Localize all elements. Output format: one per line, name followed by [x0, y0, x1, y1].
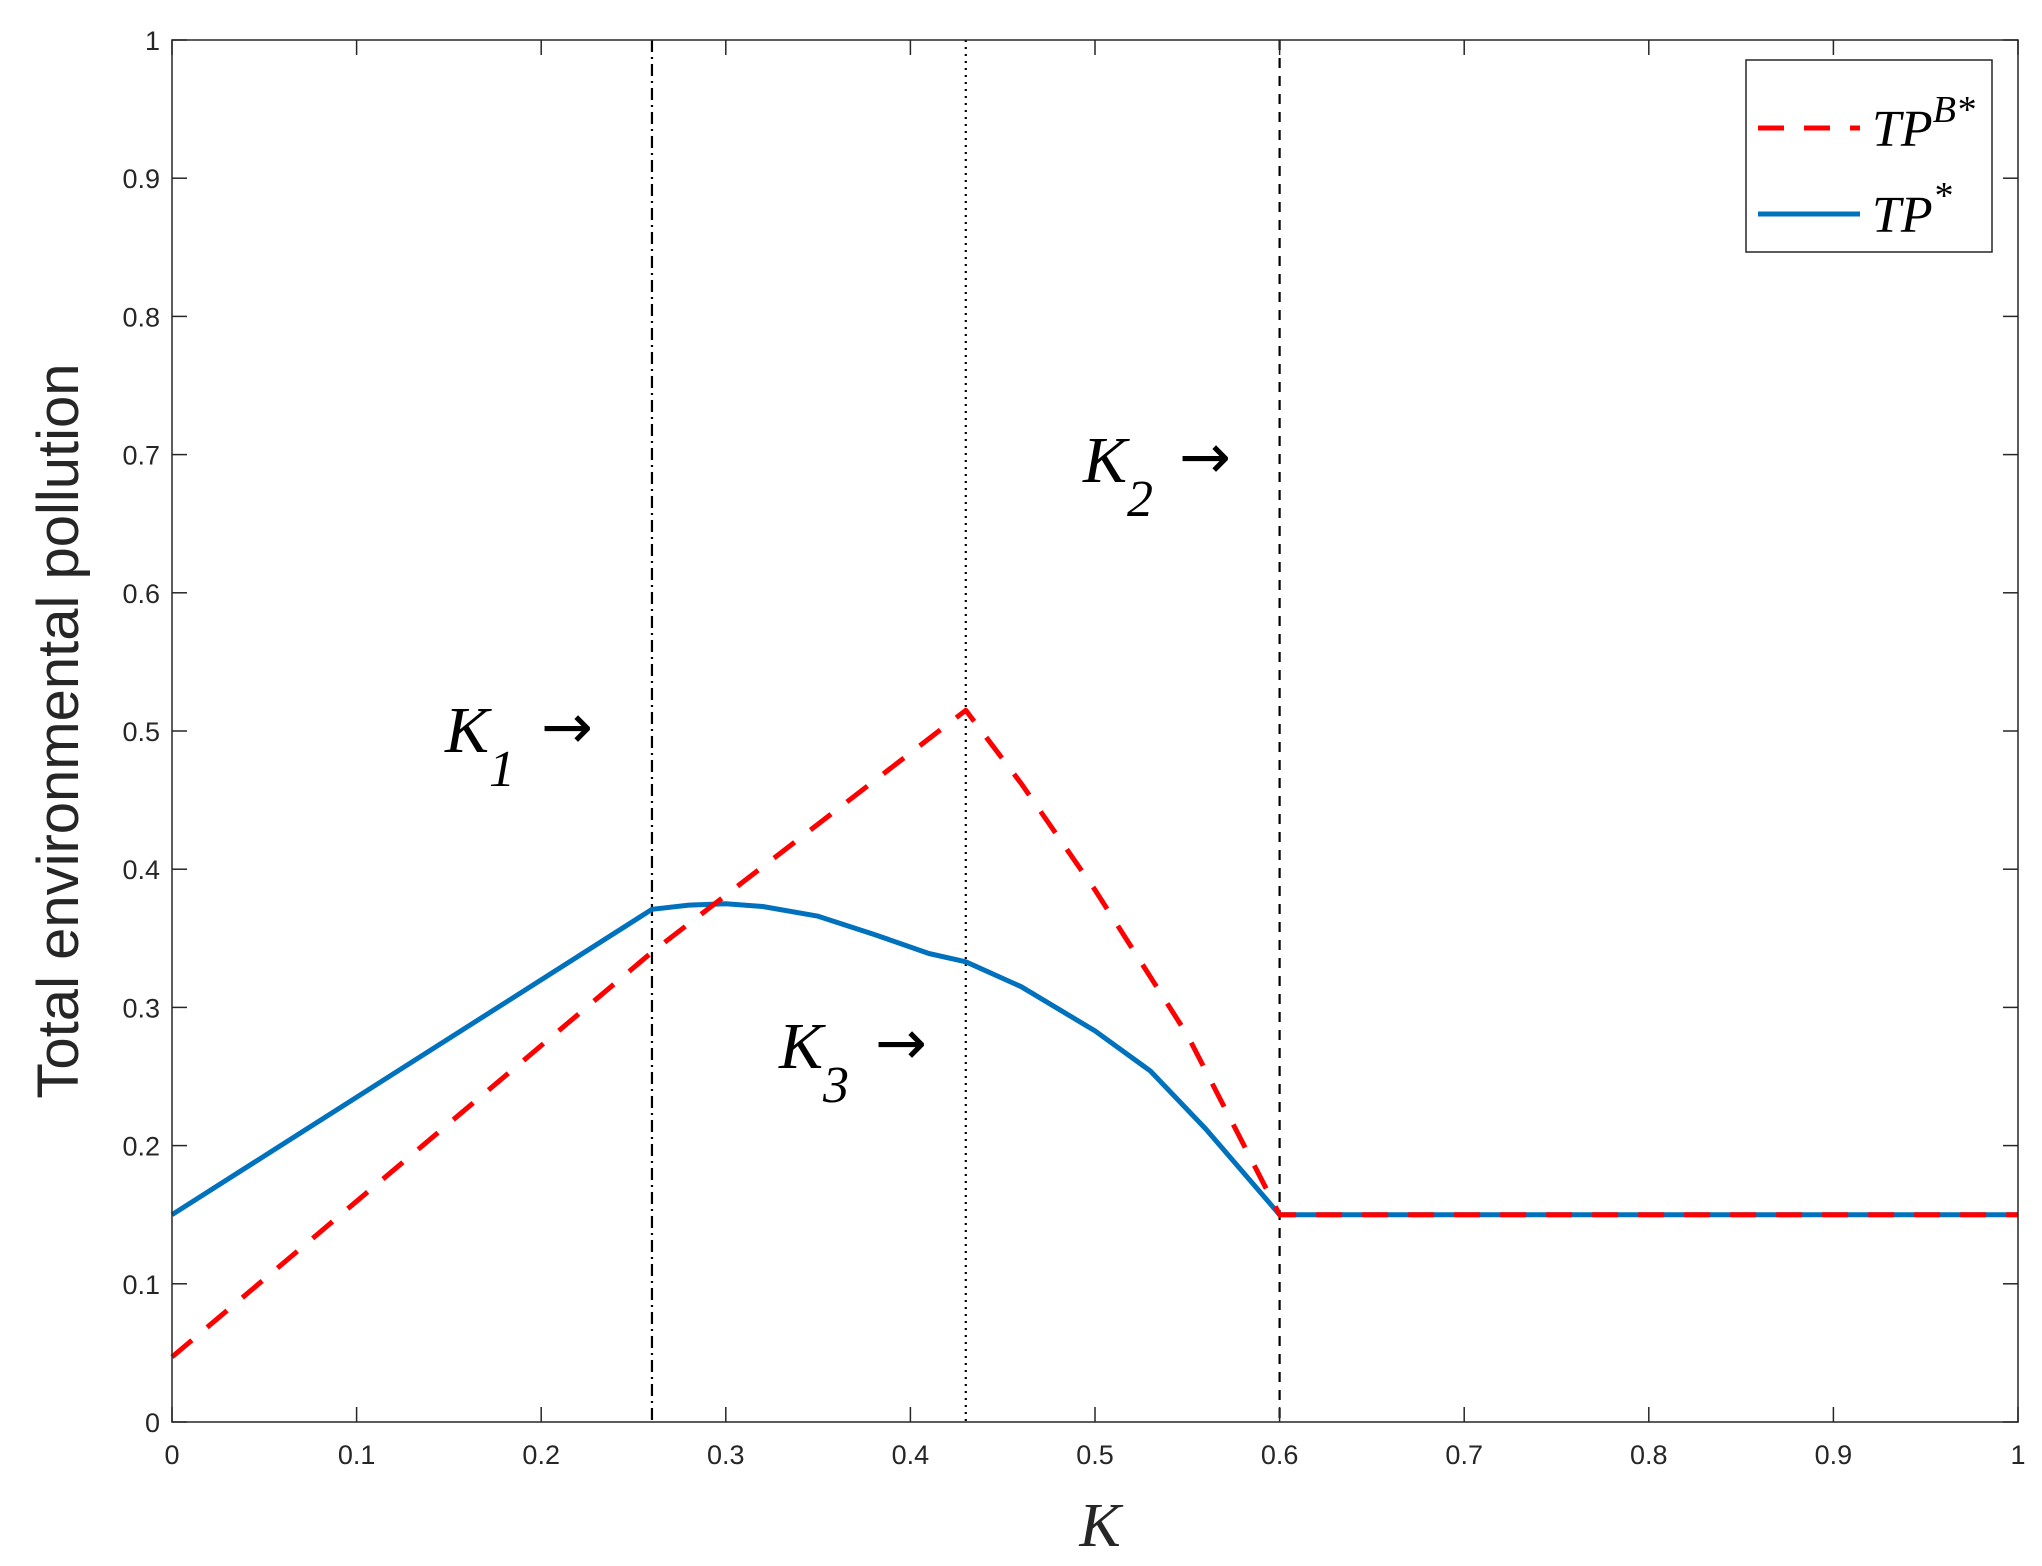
y-tick-label: 0.7: [122, 441, 160, 471]
y-tick-label: 0.6: [122, 579, 160, 609]
x-tick-label: 0.2: [522, 1440, 560, 1470]
y-tick-label: 0.4: [122, 855, 160, 885]
y-tick-label: 0.8: [122, 302, 160, 332]
tick-labels: 0 0.1 0.2 0.3 0.4 0.5 0.6 0.7 0.8 0.9 1 0 0.1 0.2 0.3 0…: [122, 26, 2025, 1470]
x-tick-label: 0.7: [1445, 1440, 1483, 1470]
series-lines: [170, 707, 2018, 1359]
y-tick-label: 0.2: [122, 1132, 160, 1162]
series-line-tp-b-star: [170, 707, 2018, 1359]
x-tick-label: 0.6: [1261, 1440, 1299, 1470]
series-line-tp-star: [170, 901, 2018, 1218]
annotation-k2: K2 →: [1082, 420, 1231, 528]
y-tick-label: 1: [145, 26, 160, 56]
y-axis-title: Total environmental pollution: [26, 363, 91, 1098]
legend-label-superscript: *: [1933, 175, 1952, 217]
annotation-subscript: 2: [1127, 471, 1153, 528]
y-tick-label: 0.1: [122, 1270, 160, 1300]
legend-label: TPB*: [1872, 89, 1975, 158]
arrow-icon: →: [875, 1006, 927, 1079]
arrow-icon: →: [541, 690, 593, 763]
annotations: K1→K3→K2→: [444, 420, 1231, 1114]
x-tick-label: 0.3: [707, 1440, 745, 1470]
y-tick-label: 0.5: [122, 717, 160, 747]
annotation-subscript: 1: [489, 741, 515, 798]
annotation-symbol: K: [778, 1010, 826, 1083]
legend-label-base: TP: [1872, 187, 1933, 244]
annotation-k2-label: K2: [1082, 424, 1153, 528]
annotation-k1: K1 →: [444, 690, 593, 798]
legend-label: TP*: [1872, 175, 1952, 244]
axis-ticks: [171, 39, 2019, 1423]
x-tick-label: 0.8: [1630, 1440, 1668, 1470]
legend-label-base: TP: [1872, 101, 1933, 158]
x-tick-label: 0.9: [1815, 1440, 1853, 1470]
x-tick-label: 0.1: [338, 1440, 376, 1470]
x-axis-title: K: [1078, 1492, 1124, 1560]
annotation-symbol: K: [1082, 424, 1130, 497]
y-tick-label: 0.3: [122, 993, 160, 1023]
annotation-k1-label: K1: [444, 694, 515, 798]
annotation-k3: K3 →: [778, 1006, 927, 1114]
annotation-k3-label: K3: [778, 1010, 849, 1114]
reference-lines: [650, 40, 1281, 1422]
y-tick-label: 0.9: [122, 164, 160, 194]
annotation-subscript: 3: [822, 1057, 849, 1114]
x-tick-label: 0.5: [1076, 1440, 1114, 1470]
x-tick-label: 0: [164, 1440, 179, 1470]
y-tick-label: 0: [145, 1408, 160, 1438]
legend: TPB*TP*: [1745, 59, 1993, 253]
arrow-icon: →: [1179, 420, 1231, 493]
legend-label-superscript: B*: [1933, 89, 1975, 131]
legend-box: [1745, 59, 1993, 253]
annotation-symbol: K: [444, 694, 492, 767]
x-tick-label: 1: [2010, 1440, 2025, 1470]
x-tick-label: 0.4: [892, 1440, 930, 1470]
